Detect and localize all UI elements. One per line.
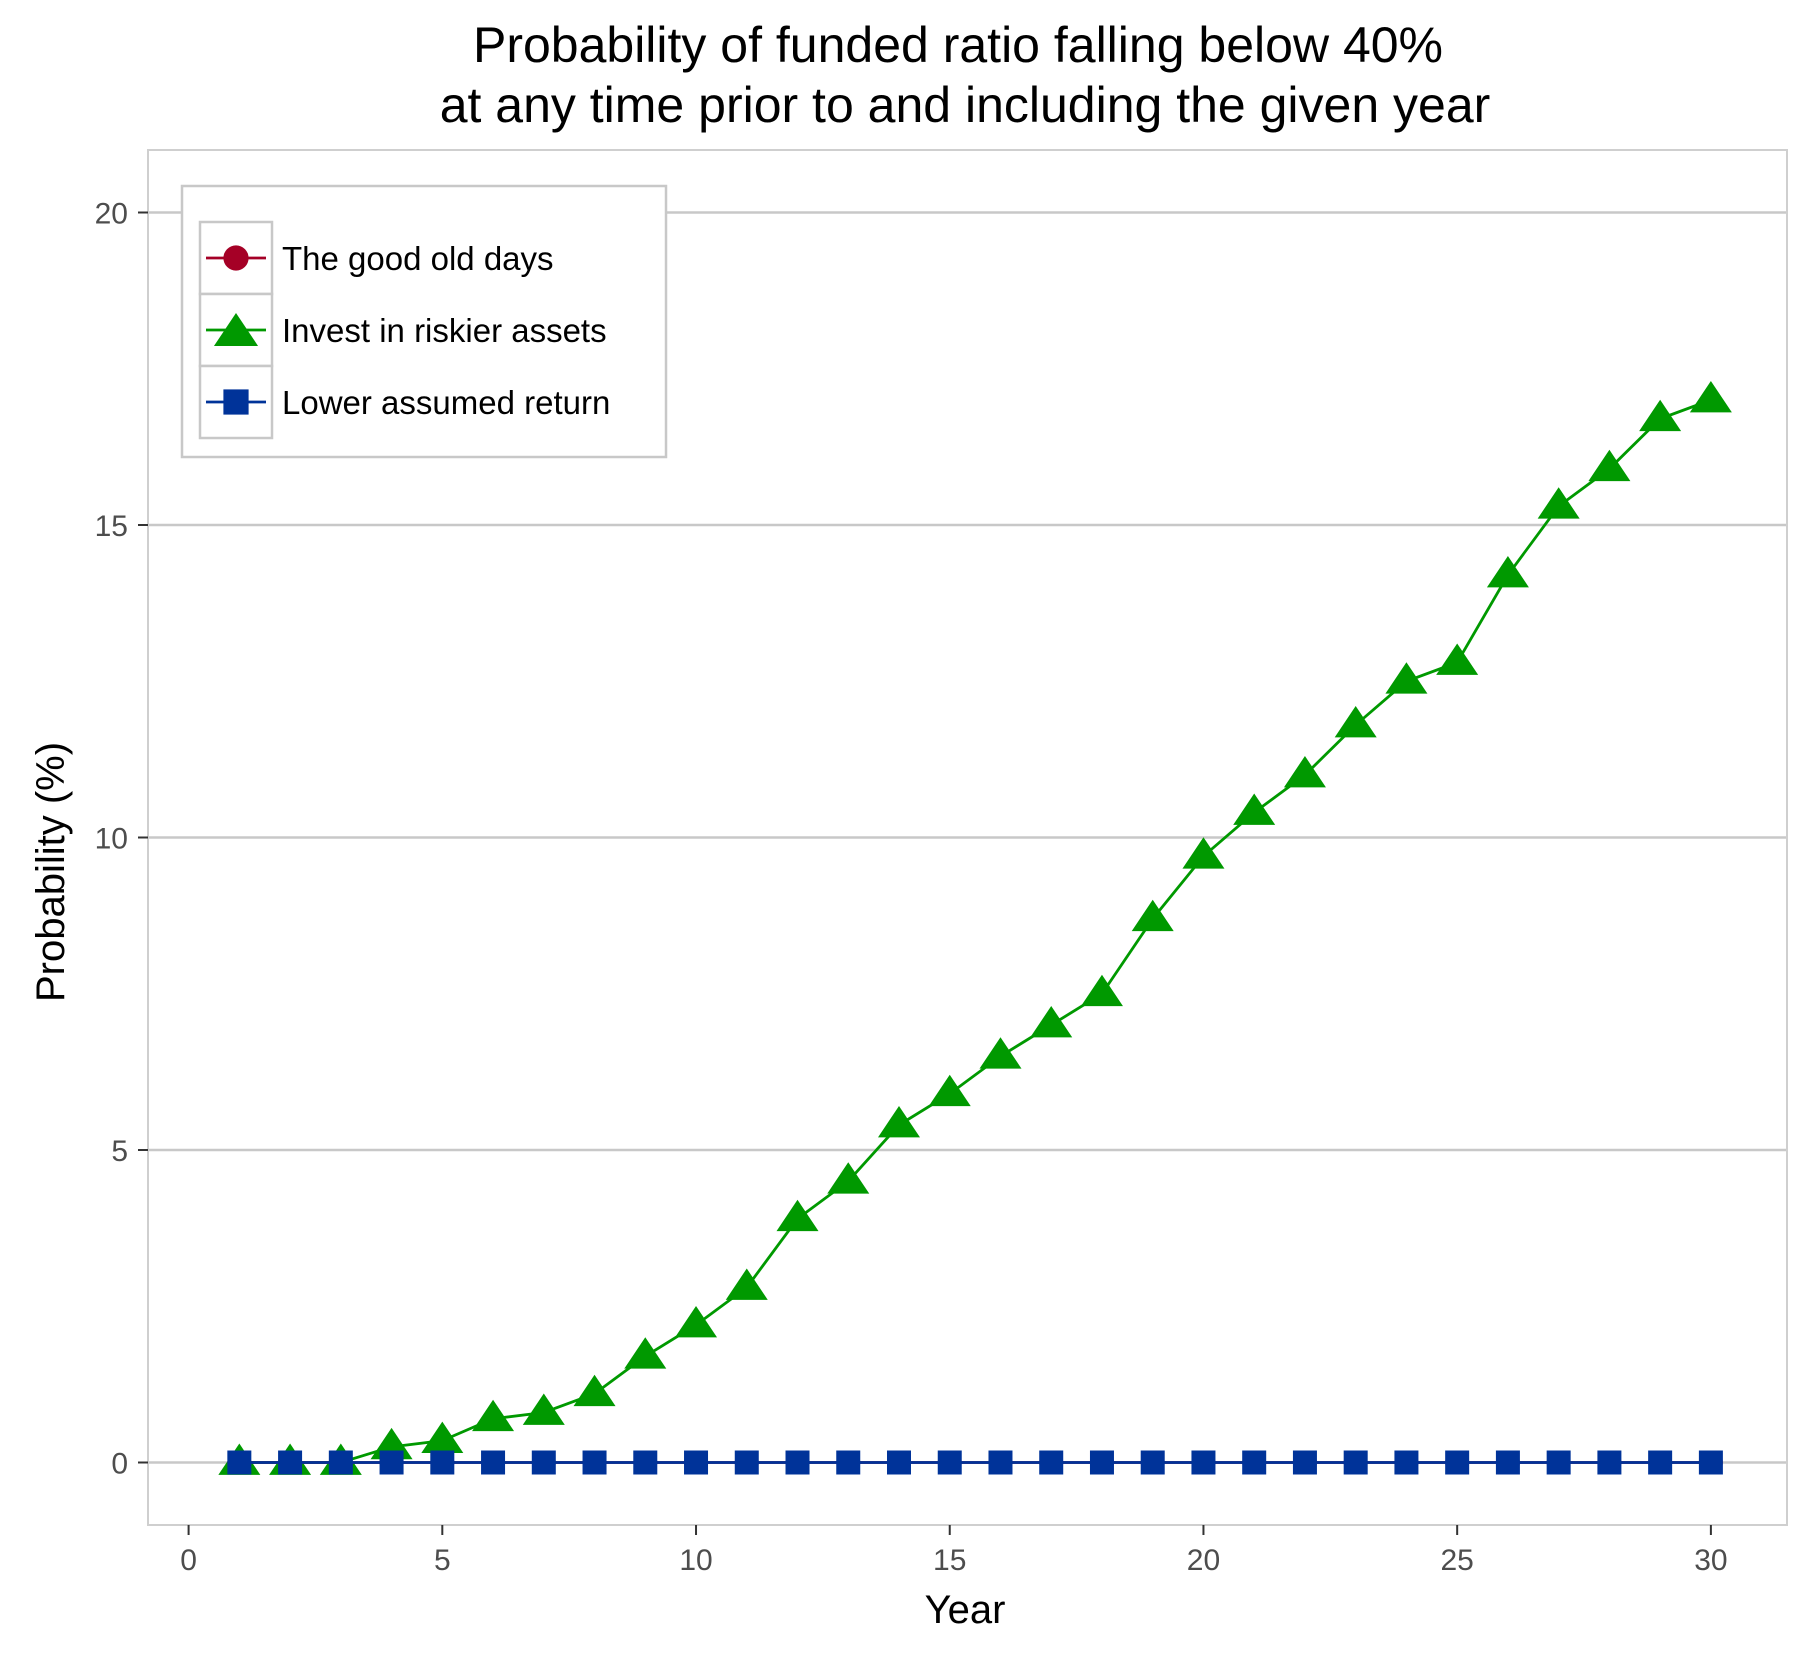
x-tick-label: 5 <box>434 1544 451 1577</box>
data-point-invest-in-riskier-assets <box>1689 381 1732 413</box>
data-point-lower-assumed-return <box>582 1450 607 1475</box>
chart-subtitle: at any time prior to and including the g… <box>440 77 1491 133</box>
data-point-lower-assumed-return <box>227 1450 252 1475</box>
data-point-invest-in-riskier-assets <box>1080 974 1123 1007</box>
data-point-lower-assumed-return <box>1495 1450 1520 1475</box>
legend-key-marker-the-good-old-days <box>223 245 249 271</box>
data-point-invest-in-riskier-assets <box>928 1074 971 1107</box>
x-tick-label: 0 <box>180 1544 197 1577</box>
y-tick-label: 10 <box>95 823 128 856</box>
chart-title: Probability of funded ratio falling belo… <box>473 17 1443 73</box>
data-point-lower-assumed-return <box>1648 1450 1673 1475</box>
data-point-lower-assumed-return <box>633 1450 658 1475</box>
data-point-lower-assumed-return <box>1698 1450 1723 1475</box>
plot-area: 0 5 10 15 20 0 5 10 15 20 25 30 <box>95 149 1788 1577</box>
data-point-invest-in-riskier-assets <box>1334 706 1377 738</box>
legend-label-invest-in-riskier-assets: Invest in riskier assets <box>282 312 607 349</box>
data-point-invest-in-riskier-assets <box>472 1399 515 1432</box>
data-point-lower-assumed-return <box>1191 1450 1216 1475</box>
data-point-invest-in-riskier-assets <box>725 1268 768 1300</box>
x-tick-label: 10 <box>679 1544 712 1577</box>
data-point-lower-assumed-return <box>379 1450 404 1475</box>
data-point-invest-in-riskier-assets <box>573 1374 616 1407</box>
data-point-lower-assumed-return <box>328 1450 353 1475</box>
data-point-lower-assumed-return <box>785 1450 810 1475</box>
legend-key-marker-lower-assumed-return <box>223 389 249 415</box>
data-point-invest-in-riskier-assets <box>1030 1006 1073 1038</box>
data-point-invest-in-riskier-assets <box>776 1199 819 1232</box>
data-point-lower-assumed-return <box>1343 1450 1368 1475</box>
data-point-invest-in-riskier-assets <box>1436 643 1479 675</box>
data-point-lower-assumed-return <box>531 1450 556 1475</box>
legend: The good old days Invest in riskier asset… <box>180 184 668 459</box>
data-point-lower-assumed-return <box>836 1450 861 1475</box>
y-tick-label: 20 <box>95 198 128 231</box>
data-point-lower-assumed-return <box>684 1450 709 1475</box>
x-tick-label: 25 <box>1440 1544 1473 1577</box>
data-point-lower-assumed-return <box>1546 1450 1571 1475</box>
data-point-lower-assumed-return <box>1140 1450 1165 1475</box>
data-point-lower-assumed-return <box>430 1450 455 1475</box>
data-point-lower-assumed-return <box>988 1450 1013 1475</box>
data-point-invest-in-riskier-assets <box>979 1037 1022 1069</box>
data-point-lower-assumed-return <box>734 1450 759 1475</box>
x-tick-label: 20 <box>1187 1544 1220 1577</box>
data-point-lower-assumed-return <box>1242 1450 1267 1475</box>
data-point-lower-assumed-return <box>1089 1450 1114 1475</box>
data-point-invest-in-riskier-assets <box>1283 756 1326 788</box>
data-point-invest-in-riskier-assets <box>877 1106 920 1138</box>
data-point-invest-in-riskier-assets <box>1385 662 1428 694</box>
data-point-invest-in-riskier-assets <box>1537 487 1580 519</box>
data-point-lower-assumed-return <box>1039 1450 1064 1475</box>
data-point-lower-assumed-return <box>886 1450 911 1475</box>
x-tick-label: 30 <box>1694 1544 1727 1577</box>
y-tick-label: 5 <box>111 1135 128 1168</box>
y-tick-label: 15 <box>95 510 128 543</box>
data-point-lower-assumed-return <box>1292 1450 1317 1475</box>
x-axis-title: Year <box>925 1588 1006 1632</box>
data-point-invest-in-riskier-assets <box>421 1421 464 1453</box>
data-point-invest-in-riskier-assets <box>1182 837 1225 869</box>
x-tick-label: 15 <box>933 1544 966 1577</box>
data-point-lower-assumed-return <box>1394 1450 1419 1475</box>
data-point-invest-in-riskier-assets <box>1131 899 1174 932</box>
y-axis-title: Probability (%) <box>29 742 73 1002</box>
y-tick-label: 0 <box>111 1448 128 1481</box>
data-point-invest-in-riskier-assets <box>1588 449 1631 482</box>
data-point-lower-assumed-return <box>278 1450 303 1475</box>
data-point-lower-assumed-return <box>1445 1450 1470 1475</box>
data-point-invest-in-riskier-assets <box>522 1393 565 1425</box>
legend-label-lower-assumed-return: Lower assumed return <box>282 384 610 421</box>
data-point-invest-in-riskier-assets <box>1639 399 1682 432</box>
legend-label-the-good-old-days: The good old days <box>282 240 554 277</box>
data-point-invest-in-riskier-assets <box>827 1162 870 1194</box>
data-point-lower-assumed-return <box>937 1450 962 1475</box>
data-point-lower-assumed-return <box>1597 1450 1622 1475</box>
data-point-lower-assumed-return <box>481 1450 506 1475</box>
data-point-invest-in-riskier-assets <box>1233 793 1276 825</box>
legend-key-marker-invest-in-riskier-assets <box>213 313 259 346</box>
data-point-invest-in-riskier-assets <box>675 1306 718 1338</box>
data-point-invest-in-riskier-assets <box>1486 556 1529 588</box>
data-point-invest-in-riskier-assets <box>624 1337 667 1369</box>
